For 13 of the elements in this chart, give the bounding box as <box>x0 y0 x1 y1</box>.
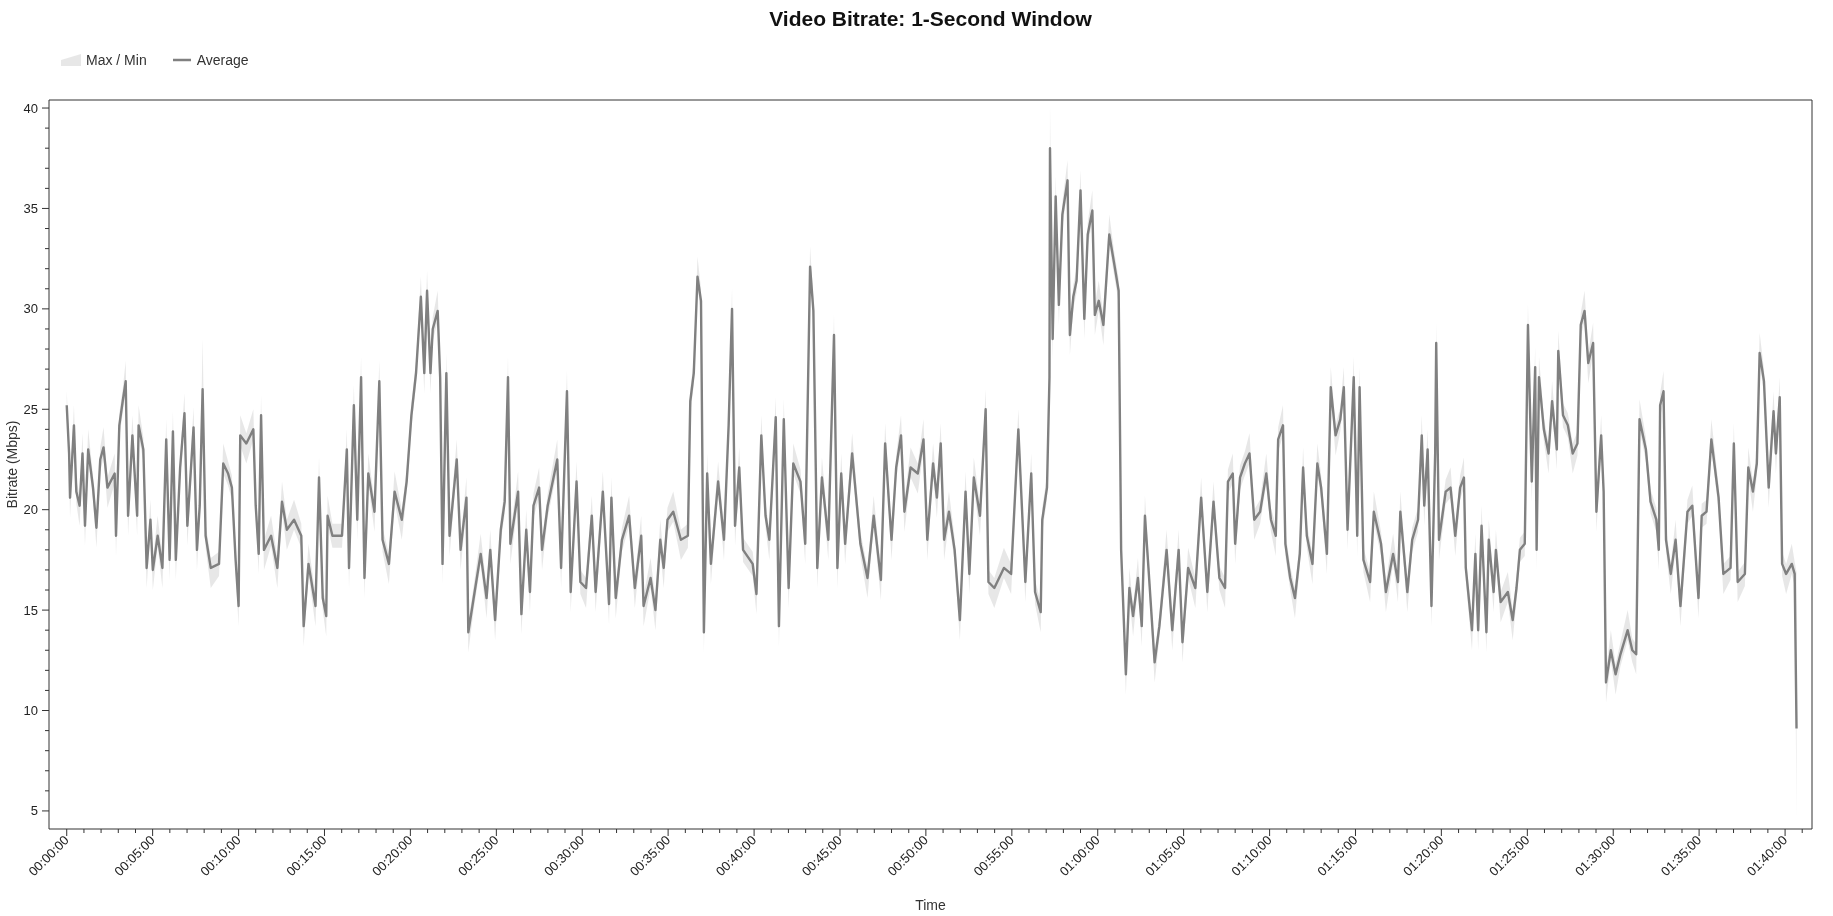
legend-label: Average <box>196 52 249 68</box>
y-axis-title: Bitrate (Mbps) <box>3 420 20 509</box>
y-tick-label: 25 <box>23 401 38 417</box>
chart-title: Video Bitrate: 1-Second Window <box>768 7 1093 31</box>
x-axis-title: Time <box>915 897 947 913</box>
text: Max / Min <box>86 52 147 68</box>
y-tick-label: 40 <box>23 100 38 116</box>
y-tick-label: 20 <box>23 502 38 518</box>
y-tick-label: 5 <box>30 803 38 819</box>
y-tick-label: 10 <box>23 703 38 719</box>
y-tick-label: 30 <box>23 301 38 317</box>
y-tick-label: 15 <box>23 602 38 618</box>
y-tick-label: 35 <box>23 201 38 216</box>
